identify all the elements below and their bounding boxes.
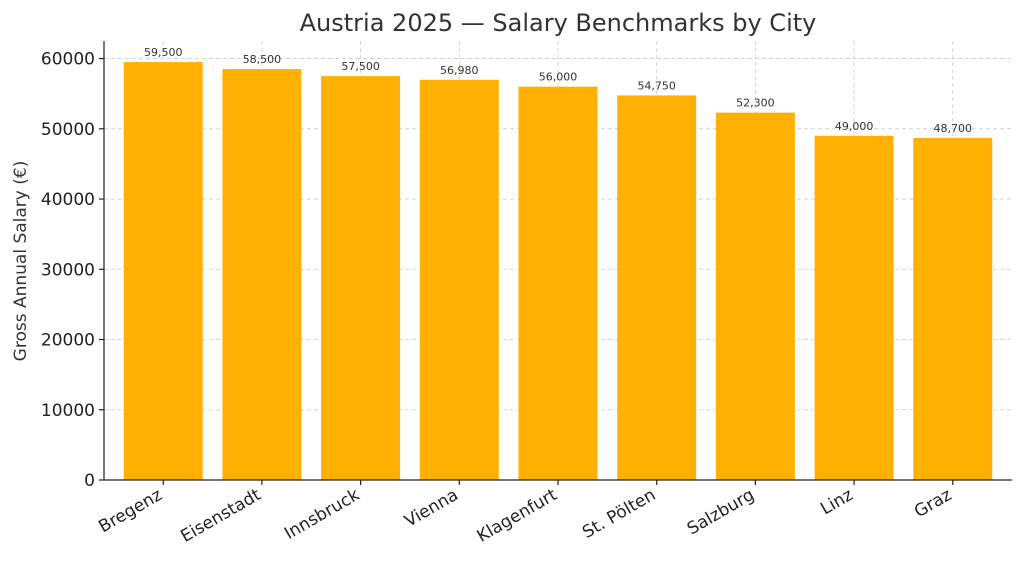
data-label: 49,000 (835, 120, 874, 133)
bar (419, 79, 499, 481)
y-tick-label: 40000 (41, 190, 95, 210)
bar (518, 86, 598, 480)
y-tick-label: 50000 (41, 120, 95, 140)
x-tick-labels: Bregenz Eisenstadt Innsbruck Vienna Klagenfu… (95, 485, 955, 547)
x-tick-label: Graz (911, 485, 955, 522)
x-tick-label: St. Pölten (579, 485, 659, 543)
x-tick-label: Salzburg (684, 485, 758, 539)
data-label: 58,500 (243, 53, 282, 66)
x-tick-label: Eisenstadt (177, 485, 264, 547)
data-label: 59,500 (144, 46, 183, 59)
data-label: 56,980 (440, 64, 479, 77)
data-label: 57,500 (341, 60, 380, 73)
x-tick-label: Innsbruck (281, 485, 363, 544)
chart-title: Austria 2025 — Salary Benchmarks by City (300, 9, 817, 37)
bar (222, 69, 302, 480)
data-label: 54,750 (637, 79, 676, 92)
y-tick-label: 20000 (41, 331, 95, 351)
data-label: 56,000 (539, 71, 578, 84)
x-tick-label: Bregenz (95, 485, 165, 537)
x-tick-label: Vienna (401, 485, 462, 532)
y-tick-label: 30000 (41, 260, 95, 280)
bar (123, 62, 203, 481)
bar (814, 135, 894, 480)
bar (913, 137, 993, 480)
y-axis-label: Gross Annual Salary (€) (11, 161, 31, 362)
bar (617, 95, 697, 480)
bar (715, 112, 795, 480)
data-label: 52,300 (736, 97, 775, 110)
y-tick-labels: 0 10000 20000 30000 40000 50000 60000 (41, 50, 95, 491)
y-tick-label: 0 (84, 471, 95, 491)
axes (99, 41, 1012, 485)
x-tick-label: Klagenfurt (474, 485, 561, 547)
y-tick-label: 10000 (41, 401, 95, 421)
data-labels: 59,500 58,500 57,500 56,980 56,000 54,750 52,3… (144, 46, 972, 135)
data-label: 48,700 (934, 122, 973, 135)
y-tick-label: 60000 (41, 50, 95, 70)
bar (321, 76, 401, 481)
x-tick-label: Linz (817, 485, 856, 519)
bars (123, 62, 993, 481)
